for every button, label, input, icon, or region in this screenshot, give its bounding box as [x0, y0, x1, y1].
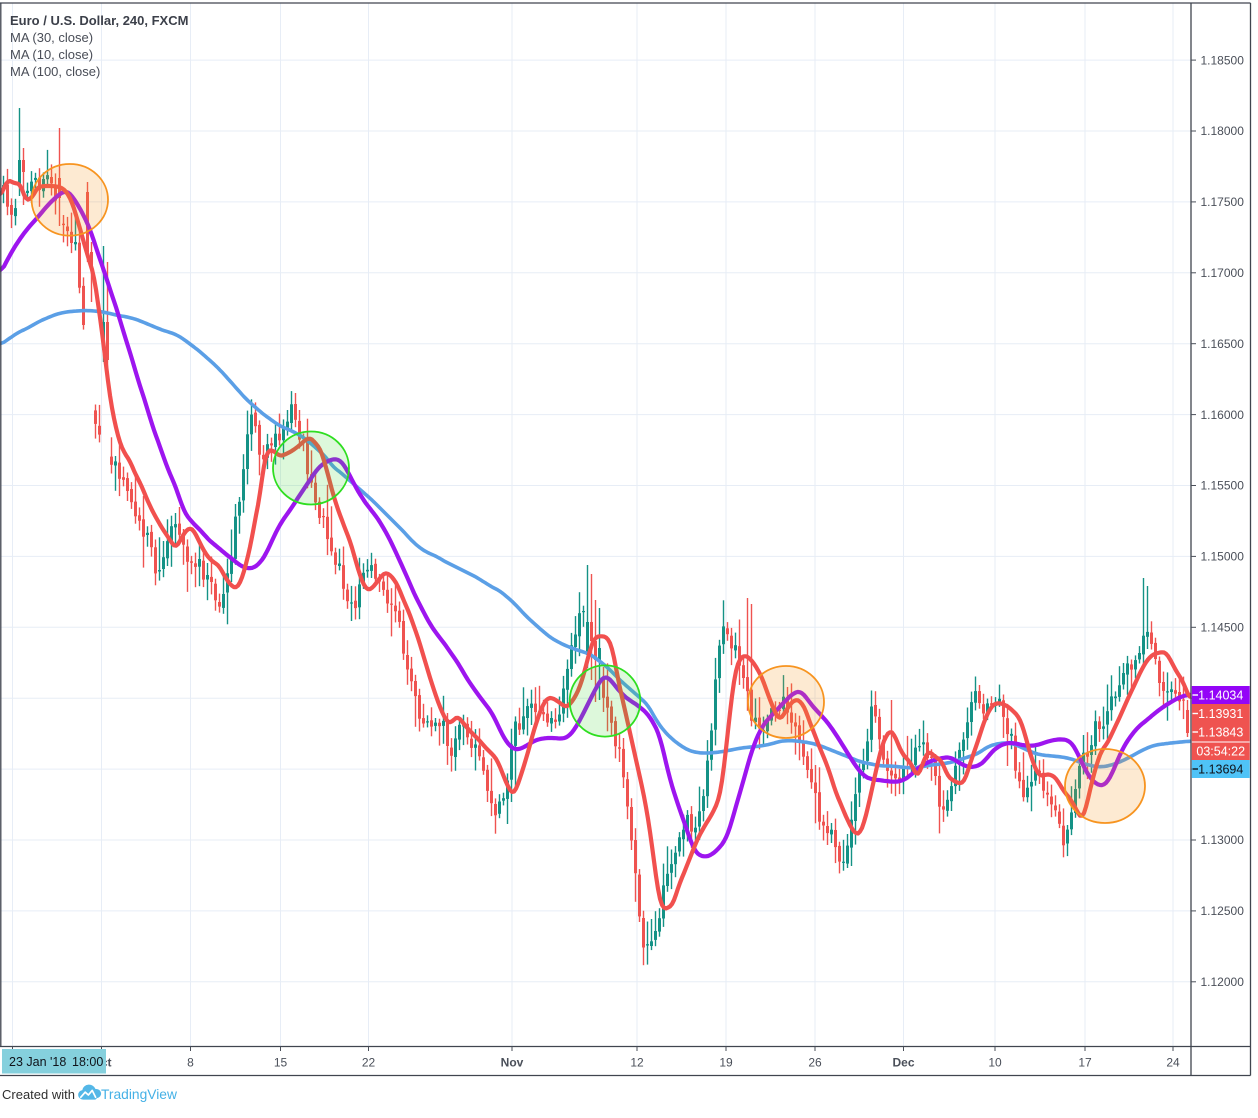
svg-text:17: 17: [1078, 1056, 1092, 1070]
svg-text:1.12500: 1.12500: [1201, 904, 1245, 918]
svg-text:26: 26: [808, 1056, 822, 1070]
svg-text:15: 15: [274, 1056, 288, 1070]
svg-text:1.16000: 1.16000: [1201, 408, 1245, 422]
svg-text:Euro / U.S. Dollar, 240, FXCM: Euro / U.S. Dollar, 240, FXCM: [10, 13, 188, 28]
svg-text:Nov: Nov: [501, 1056, 524, 1070]
svg-text:TradingView: TradingView: [101, 1087, 177, 1102]
svg-text:Created with: Created with: [2, 1087, 75, 1102]
svg-text:1.13694: 1.13694: [1198, 762, 1243, 776]
svg-text:19: 19: [719, 1056, 733, 1070]
svg-text:MA (100, close): MA (100, close): [10, 64, 100, 79]
svg-text:1.14500: 1.14500: [1201, 621, 1245, 635]
svg-text:1.16500: 1.16500: [1201, 337, 1245, 351]
svg-text:1.18500: 1.18500: [1201, 53, 1245, 67]
svg-text:1.15500: 1.15500: [1201, 479, 1245, 493]
svg-text:1.13000: 1.13000: [1201, 833, 1245, 847]
svg-text:1.17000: 1.17000: [1201, 266, 1245, 280]
svg-text:1.12000: 1.12000: [1201, 975, 1245, 989]
svg-text:1.15000: 1.15000: [1201, 550, 1245, 564]
svg-text:10: 10: [988, 1056, 1002, 1070]
svg-text:1.13843: 1.13843: [1198, 726, 1243, 740]
svg-text:1.14034: 1.14034: [1198, 688, 1243, 702]
svg-text:Dec: Dec: [892, 1056, 914, 1070]
svg-text:MA (10, close): MA (10, close): [10, 47, 93, 62]
svg-text:03:54:22: 03:54:22: [1196, 745, 1245, 759]
svg-text:1.13931: 1.13931: [1198, 707, 1243, 721]
svg-text:22: 22: [362, 1056, 376, 1070]
svg-text:12: 12: [630, 1056, 644, 1070]
svg-text:24: 24: [1166, 1056, 1180, 1070]
svg-text:23 Jan '18: 23 Jan '18: [9, 1055, 66, 1069]
svg-text:8: 8: [187, 1056, 194, 1070]
svg-text:MA (30, close): MA (30, close): [10, 30, 93, 45]
svg-text:18:00: 18:00: [72, 1055, 103, 1069]
svg-text:1.17500: 1.17500: [1201, 195, 1245, 209]
svg-text:1.18000: 1.18000: [1201, 124, 1245, 138]
